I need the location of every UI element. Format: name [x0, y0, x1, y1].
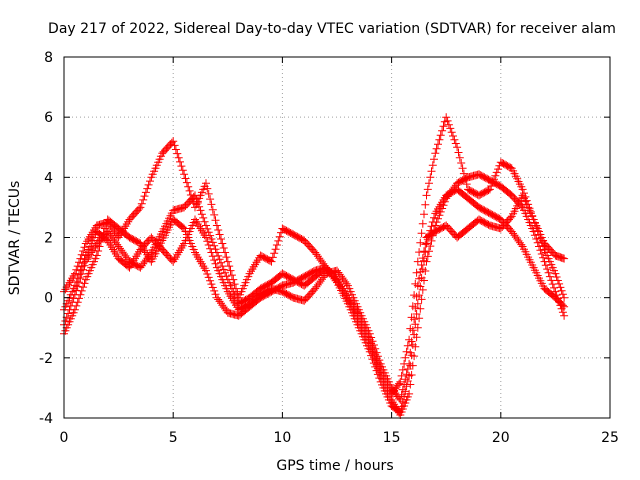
x-tick-label: 5 [169, 430, 178, 446]
y-tick-label: 0 [44, 291, 53, 307]
y-tick-label: -2 [39, 351, 53, 367]
axis-ticks: 0 5 10 15 20 25 -4 -2 0 2 4 6 8 [39, 50, 619, 446]
x-tick-label: 15 [383, 430, 401, 446]
data-series [60, 113, 569, 419]
x-tick-label: 0 [60, 430, 69, 446]
x-axis-label: GPS time / hours [276, 458, 393, 474]
y-tick-label: 6 [44, 110, 53, 126]
x-tick-label: 20 [492, 430, 510, 446]
y-tick-label: -4 [39, 411, 53, 427]
y-tick-label: 8 [44, 50, 53, 66]
x-tick-label: 25 [601, 430, 619, 446]
y-tick-label: 4 [44, 170, 53, 186]
grid [64, 57, 610, 418]
chart-title: Day 217 of 2022, Sidereal Day-to-day VTE… [48, 21, 616, 37]
y-tick-label: 2 [44, 231, 53, 247]
y-axis-label: SDTVAR / TECUs [7, 181, 23, 296]
x-tick-label: 10 [273, 430, 291, 446]
